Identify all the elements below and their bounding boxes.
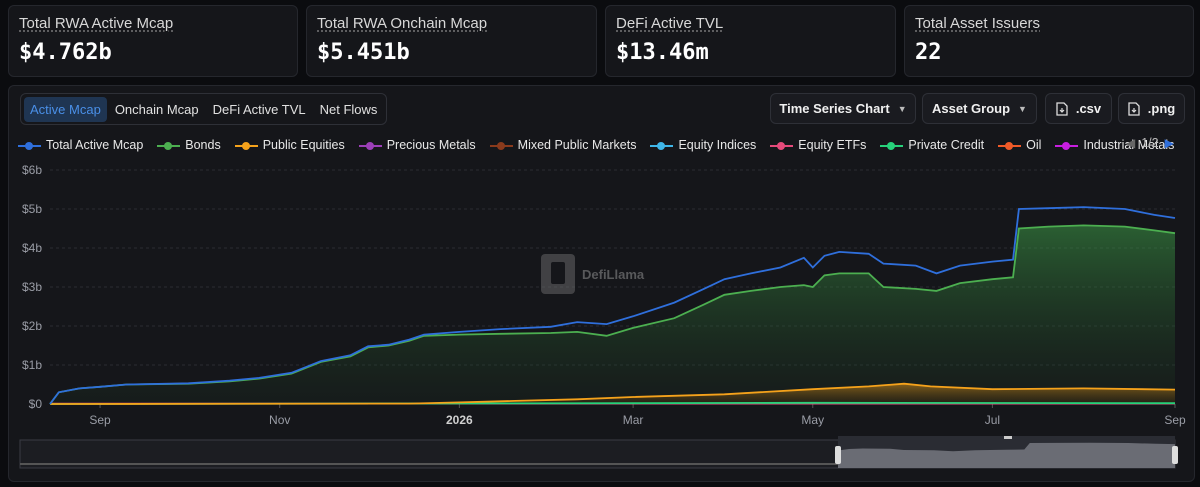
x-axis: Sep Nov 2026 Mar May Jul Sep bbox=[89, 404, 1186, 427]
y-tick-label: $5b bbox=[22, 202, 42, 216]
legend-item-equity-indices[interactable]: Equity Indices bbox=[650, 138, 756, 152]
legend-item-oil[interactable]: Oil bbox=[998, 138, 1041, 152]
png-label: .png bbox=[1147, 101, 1176, 116]
legend-label: Public Equities bbox=[262, 138, 345, 152]
csv-label: .csv bbox=[1075, 101, 1102, 116]
defillama-watermark: DefiLlama bbox=[541, 254, 645, 294]
legend-item-total-active-mcap[interactable]: Total Active Mcap bbox=[18, 138, 143, 152]
range-navigator[interactable] bbox=[19, 436, 1178, 469]
y-tick-label: $4b bbox=[22, 241, 42, 255]
legend-label: Total Active Mcap bbox=[46, 138, 144, 152]
card-value: 22 bbox=[915, 40, 942, 65]
x-tick-label: Sep bbox=[89, 413, 111, 427]
y-tick-label: $3b bbox=[22, 280, 42, 294]
legend-swatch bbox=[489, 140, 513, 150]
navigator-handle-left[interactable] bbox=[835, 446, 841, 464]
public-equities-area bbox=[50, 383, 1175, 404]
card-title[interactable]: Total RWA Onchain Mcap bbox=[317, 15, 488, 32]
file-download-icon bbox=[1128, 101, 1140, 116]
x-tick-label: 2026 bbox=[446, 413, 473, 427]
x-tick-label: Jul bbox=[985, 413, 1000, 427]
card-value: $4.762b bbox=[19, 40, 112, 65]
file-download-icon bbox=[1056, 101, 1068, 116]
tab-net-flows[interactable]: Net Flows bbox=[319, 101, 378, 117]
legend-label: Equity Indices bbox=[678, 138, 757, 152]
legend-item-equity-etfs[interactable]: Equity ETFs bbox=[770, 138, 866, 152]
legend-item-precious-metals[interactable]: Precious Metals bbox=[358, 138, 476, 152]
legend-swatch bbox=[998, 140, 1022, 150]
chart-type-select[interactable]: Time Series Chart ▼ bbox=[770, 93, 916, 124]
stat-card-asset-issuers: Total Asset Issuers 22 bbox=[904, 5, 1194, 77]
watermark-text: DefiLlama bbox=[582, 267, 645, 282]
legend-swatch bbox=[157, 140, 181, 150]
navigator-preview bbox=[838, 442, 1175, 468]
stat-card-active-mcap: Total RWA Active Mcap $4.762b bbox=[8, 5, 298, 77]
tab-defi-active-tvl[interactable]: DeFi Active TVL bbox=[212, 101, 306, 117]
legend-swatch bbox=[770, 140, 794, 150]
chevron-down-icon: ▼ bbox=[897, 103, 907, 114]
series-layer bbox=[49, 206, 1176, 405]
chevron-down-icon: ▼ bbox=[1018, 103, 1027, 114]
legend-label: Industrial Metals bbox=[1083, 138, 1175, 152]
legend-label: Equity ETFs bbox=[798, 138, 867, 152]
navigator-grip[interactable] bbox=[1004, 436, 1012, 439]
x-tick-label: Mar bbox=[623, 413, 644, 427]
legend-item-private-credit[interactable]: Private Credit bbox=[880, 138, 984, 152]
legend-item-bonds[interactable]: Bonds bbox=[157, 138, 221, 152]
card-value: $5.451b bbox=[317, 40, 410, 65]
legend-pager: ◀ 1/2 ▶ bbox=[1126, 136, 1174, 150]
stat-card-defi-tvl: DeFi Active TVL $13.46m bbox=[605, 5, 896, 77]
y-axis: $0 $1b $2b $3b $4b $5b $6b bbox=[22, 163, 42, 411]
group-by-label: Asset Group bbox=[932, 101, 1011, 116]
legend-item-industrial-metals[interactable]: Industrial Metals bbox=[1055, 138, 1174, 152]
y-tick-label: $1b bbox=[22, 358, 42, 372]
tab-onchain-mcap[interactable]: Onchain Mcap bbox=[114, 101, 199, 117]
caret-right-icon[interactable]: ▶ bbox=[1164, 136, 1174, 150]
navigator-handle-right[interactable] bbox=[1172, 446, 1178, 464]
chart-type-label: Time Series Chart bbox=[779, 101, 890, 116]
legend-swatch bbox=[1055, 140, 1079, 150]
stat-card-onchain-mcap: Total RWA Onchain Mcap $5.451b bbox=[306, 5, 597, 77]
legend-page-label: 1/2 bbox=[1141, 136, 1159, 150]
series-line-total-active-mcap bbox=[49, 206, 1176, 405]
tab-active-mcap[interactable]: Active Mcap bbox=[24, 96, 107, 122]
legend-label: Precious Metals bbox=[386, 138, 476, 152]
card-title[interactable]: Total Asset Issuers bbox=[915, 15, 1041, 32]
legend-swatch bbox=[18, 140, 41, 150]
download-png-button[interactable]: .png bbox=[1118, 93, 1185, 124]
legend-swatch bbox=[234, 140, 258, 150]
bonds-area bbox=[50, 225, 1175, 404]
y-tick-label: $2b bbox=[22, 319, 42, 333]
card-title[interactable]: DeFi Active TVL bbox=[616, 15, 724, 32]
legend-item-mixed-public-markets[interactable]: Mixed Public Markets bbox=[489, 138, 637, 152]
card-value: $13.46m bbox=[616, 40, 709, 65]
legend-label: Private Credit bbox=[908, 138, 985, 152]
legend-item-public-equities[interactable]: Public Equities bbox=[234, 138, 345, 152]
legend-swatch bbox=[880, 140, 904, 150]
x-tick-label: Nov bbox=[269, 413, 290, 427]
legend-swatch bbox=[358, 140, 382, 150]
download-csv-button[interactable]: .csv bbox=[1045, 93, 1112, 124]
y-tick-label: $6b bbox=[22, 163, 42, 177]
y-tick-label: $0 bbox=[29, 397, 43, 411]
x-tick-label: Sep bbox=[1164, 413, 1186, 427]
group-by-select[interactable]: Asset Group ▼ bbox=[922, 93, 1037, 124]
legend-swatch bbox=[650, 140, 674, 150]
metric-tabs: Active Mcap Onchain Mcap DeFi Active TVL… bbox=[20, 93, 388, 125]
legend-label: Mixed Public Markets bbox=[517, 138, 637, 152]
caret-left-icon[interactable]: ◀ bbox=[1126, 136, 1136, 150]
chart-legend: Total Active Mcap Bonds Public Equities … bbox=[18, 136, 1188, 154]
series-line-public-equities bbox=[49, 382, 1176, 405]
legend-label: Bonds bbox=[185, 138, 221, 152]
card-title[interactable]: Total RWA Active Mcap bbox=[19, 15, 174, 32]
legend-label: Oil bbox=[1026, 138, 1042, 152]
x-tick-label: May bbox=[801, 413, 824, 427]
